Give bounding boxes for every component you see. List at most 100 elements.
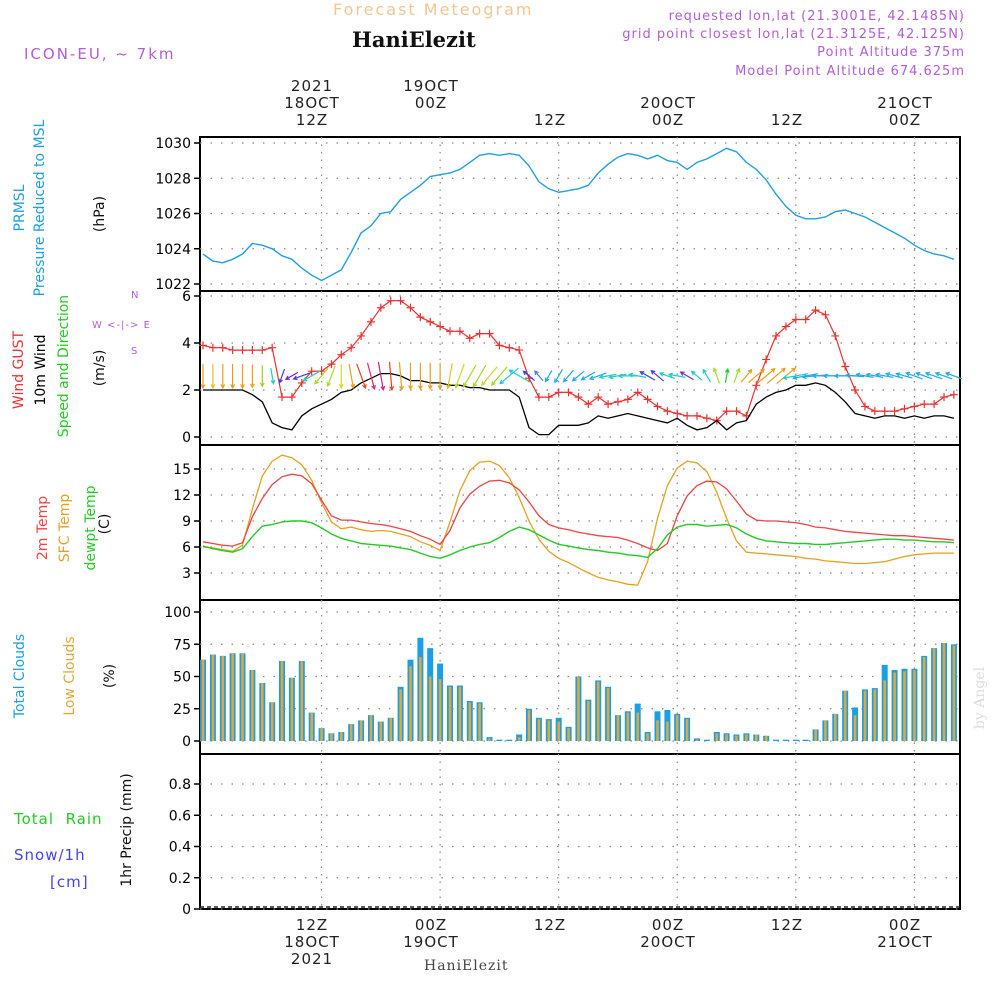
rain-label: Total Rain (14, 810, 103, 828)
requested-coords: requested lon,lat (21.3001E, 42.1485N) (668, 9, 965, 24)
wind-gust-marker (475, 329, 484, 338)
cloud-low-bar (419, 657, 422, 741)
cloud-low-bar (547, 720, 551, 741)
wind-direction-arrow (855, 372, 874, 378)
cloud-total-bar (506, 739, 513, 741)
cloud-low-bar (577, 676, 580, 741)
wind-direction-arrow (480, 366, 498, 387)
wind-direction-arrow (249, 364, 255, 389)
wind-direction-arrow (627, 372, 647, 378)
cloud-low-bar (685, 719, 689, 741)
wind-direction-arrow (740, 368, 753, 383)
cloud-low-bar (913, 670, 916, 741)
wind-gust-marker (465, 334, 474, 343)
wind-direction-arrow (874, 372, 894, 378)
wind-direction-arrow (534, 370, 544, 382)
wind-gust-marker (732, 407, 741, 416)
wind-gust-marker (208, 343, 217, 352)
cloud-low-bar (745, 734, 748, 741)
y-tick-label: 100 (164, 605, 191, 621)
cloud-low-bar (695, 739, 699, 741)
cloud-low-bar (863, 690, 867, 741)
wind-gust-marker (278, 393, 287, 402)
wind-gust-marker (693, 411, 701, 420)
cloud-low-bar (310, 712, 313, 741)
wind-direction-arrow (571, 370, 585, 382)
bottom-time-label: 12Z (770, 916, 804, 934)
panel-frame (199, 444, 961, 601)
wind-gust-marker (446, 327, 454, 336)
y-tick-label: 0.4 (169, 840, 191, 856)
wind-direction-arrow (608, 373, 627, 380)
cloud-low-bar (725, 734, 728, 741)
wind-gust-marker (544, 393, 553, 402)
wind-gust-marker (386, 296, 395, 305)
cloud-low-bar (488, 738, 491, 741)
wind-direction-arrow (554, 369, 563, 384)
cloud-low-bar (201, 659, 205, 741)
wind-gust-marker (554, 388, 563, 397)
wind-gust-marker (347, 343, 356, 352)
wind-gust-marker (495, 341, 504, 350)
cloud-low-bar (300, 661, 304, 741)
y-tick-label: 1022 (155, 277, 191, 293)
wind-direction-arrow (580, 371, 596, 381)
wind-direction-arrow (934, 371, 953, 380)
cloud-low-bar (715, 733, 719, 741)
wind-direction-arrow (690, 370, 703, 381)
footer-place: HaniElezit (424, 958, 509, 974)
cloud-low-bar (824, 720, 827, 741)
cloud-low-bar (587, 701, 590, 741)
cloud-low-bar (320, 728, 323, 741)
wind-direction-arrow (356, 363, 367, 390)
wind-direction-arrow (417, 362, 423, 391)
cloud-low-bar (675, 715, 679, 741)
wind-gust-marker (228, 346, 237, 355)
wind-gust-marker (821, 310, 830, 319)
wind-direction-arrow (408, 362, 413, 391)
wind-gust-marker (930, 400, 939, 409)
bottom-time-label: 12Z 18OCT 2021 (284, 916, 340, 968)
wind-gust-marker (396, 296, 405, 305)
panel-frame (199, 136, 961, 292)
cloud-low-bar (942, 643, 946, 741)
y-tick-label: 6 (182, 540, 191, 556)
panel-frame (199, 753, 961, 910)
wind-direction-arrow (490, 366, 508, 387)
cloud-low-bar (814, 729, 817, 741)
wind-gust-marker (297, 378, 306, 387)
wind-direction-arrow (366, 362, 376, 391)
cloud-low-bar (241, 653, 244, 741)
cloud-low-bar (468, 702, 472, 741)
cloud-low-bar (270, 702, 274, 741)
wind-direction-arrow (508, 369, 530, 382)
wind-gust-marker (940, 393, 948, 402)
y-tick-label: 0.6 (169, 808, 191, 824)
wind-direction-arrow (270, 368, 276, 385)
y-tick-label: 75 (173, 637, 191, 653)
wind-gust-marker (633, 388, 642, 397)
wind-direction-arrow (757, 367, 776, 384)
wind-direction-arrow (884, 372, 904, 379)
cloud-low-bar (606, 688, 610, 741)
wind-direction-arrow (588, 372, 607, 381)
wind-gust-marker (791, 315, 800, 324)
cloud-low-bar (251, 670, 254, 741)
wind-gust-marker (900, 404, 909, 413)
wind-gust-marker (307, 367, 316, 376)
cloud-low-bar (834, 713, 837, 741)
bottom-time-label: 00Z 21OCT (877, 916, 933, 951)
top-time-label: 2021 18OCT 12Z (284, 77, 340, 129)
bottom-time-label: 00Z 19OCT (403, 916, 459, 951)
wind-direction-arrow (617, 373, 637, 379)
wind-direction-arrow (314, 367, 329, 385)
wind-direction-arrow (544, 370, 553, 383)
cloud-low-bar (735, 735, 738, 741)
wind-gust-marker (920, 400, 929, 409)
top-time-label: 12Z (533, 111, 567, 129)
wind-direction-arrow (865, 372, 884, 378)
point-altitude: Point Altitude 375m (817, 45, 965, 60)
wind-direction-arrow (522, 370, 535, 381)
wind-direction-arrow (944, 371, 963, 380)
